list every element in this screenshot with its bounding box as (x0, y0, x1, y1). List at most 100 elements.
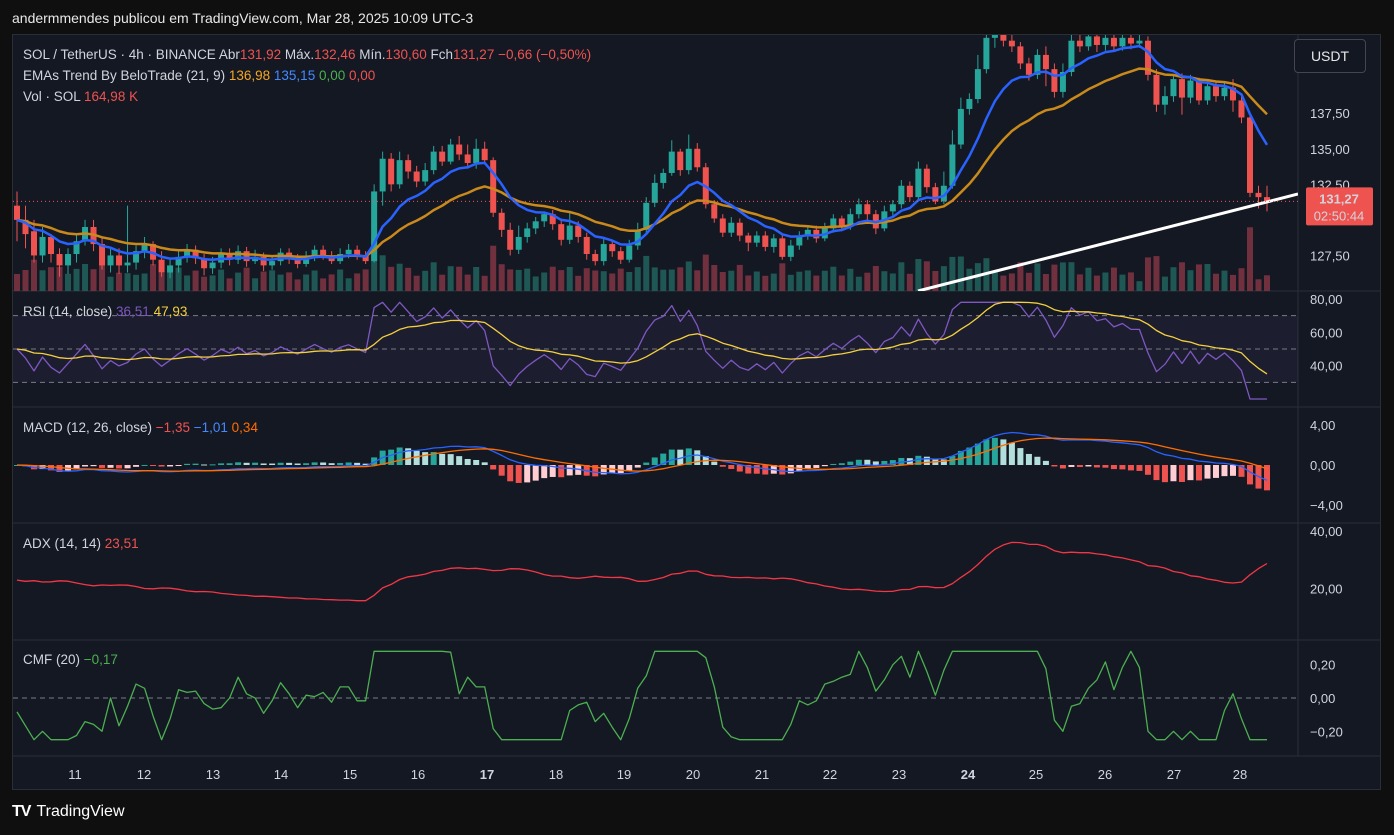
volume-bar (1153, 256, 1160, 291)
candle-body (1178, 79, 1185, 98)
volume-bar (328, 274, 335, 291)
candle-body (65, 254, 72, 266)
candle-body (124, 262, 131, 266)
candle-body (677, 151, 684, 171)
volume-bar (286, 272, 293, 291)
volume-bar (498, 264, 505, 291)
candle-body (864, 204, 871, 215)
x-tick-label: 12 (137, 767, 151, 782)
chart-canvas[interactable]: 127,50132,50135,00137,50131,2702:50:44SO… (13, 35, 1380, 789)
volume-bar (447, 266, 454, 291)
volume-bar (311, 270, 318, 291)
candle-body (175, 256, 182, 266)
macd-histogram-bar (345, 462, 352, 465)
macd-histogram-bar (575, 465, 582, 475)
candle-body (362, 255, 369, 262)
macd-histogram-bar (184, 463, 191, 465)
volume-bar (422, 270, 429, 291)
candle-body (396, 160, 403, 185)
candle-body (745, 235, 752, 243)
macd-histogram-bar (1059, 465, 1066, 469)
price-badge-value: 131,27 (1319, 191, 1359, 206)
volume-bar (1076, 274, 1083, 291)
ema-21-line (16, 67, 1268, 259)
macd-histogram-bar (600, 465, 607, 475)
macd-histogram-bar (889, 460, 896, 465)
macd-histogram-bar (507, 465, 514, 482)
candle-body (694, 148, 701, 168)
volume-bar (99, 262, 106, 291)
candle-body (1034, 54, 1041, 75)
candle-body (498, 212, 505, 230)
volume-bar (609, 273, 616, 291)
candle-body (770, 238, 777, 247)
candle-body (354, 249, 361, 256)
volume-bar (634, 267, 641, 291)
volume-bar (719, 272, 726, 291)
volume-bar (906, 273, 913, 291)
candle-body (116, 255, 123, 266)
candle-body (660, 172, 667, 183)
macd-histogram-bar (396, 447, 403, 465)
candle-body (779, 238, 786, 257)
candle-body (303, 256, 310, 264)
volume-bar (1068, 262, 1075, 291)
volume-bar (1000, 275, 1007, 291)
macd-histogram-bar (1119, 465, 1126, 470)
candle-body (1025, 63, 1032, 75)
candle-body (1170, 79, 1177, 97)
macd-histogram-bar (626, 465, 633, 471)
x-tick-label: 14 (274, 767, 288, 782)
candle-body (1042, 54, 1049, 70)
volume-bar (439, 274, 446, 291)
macd-histogram-bar (940, 459, 947, 465)
candle-body (813, 229, 820, 239)
candle-body (762, 235, 769, 247)
macd-histogram-bar (736, 465, 743, 472)
volume-bar (252, 278, 259, 291)
candle-body (966, 99, 973, 109)
macd-signal-line (16, 437, 1268, 472)
macd-histogram-bar (1178, 465, 1185, 482)
volume-bar (90, 269, 97, 291)
macd-histogram-bar (541, 465, 548, 479)
macd-histogram-bar (1161, 465, 1168, 483)
macd-histogram-bar (566, 465, 573, 476)
volume-bar (192, 270, 199, 291)
macd-histogram-bar (235, 462, 242, 465)
price-tick-label: 137,50 (1310, 106, 1350, 121)
volume-bar (1246, 227, 1253, 291)
price-tick-label: 127,50 (1310, 248, 1350, 263)
macd-histogram-bar (1204, 465, 1211, 479)
volume-bar (235, 272, 242, 291)
volume-bar (405, 267, 412, 291)
volume-bar (660, 269, 667, 291)
volume-bar (779, 263, 786, 291)
candle-body (1000, 35, 1007, 41)
macd-histogram-bar (328, 463, 335, 465)
macd-histogram-bar (243, 462, 250, 465)
macd-histogram-bar (286, 462, 293, 465)
currency-button[interactable]: USDT (1294, 39, 1366, 73)
candle-body (1246, 117, 1253, 193)
volume-bar (48, 267, 55, 291)
volume-bar (796, 271, 803, 291)
volume-bar (915, 259, 922, 291)
volume-bar (175, 267, 182, 291)
macd-histogram-bar (881, 460, 888, 465)
candle-body (201, 258, 208, 269)
volume-bar (1204, 264, 1211, 291)
candle-body (320, 249, 327, 256)
macd-histogram-bar (651, 457, 658, 465)
macd-histogram-bar (473, 459, 480, 465)
volume-bar (303, 274, 310, 291)
candle-body (14, 205, 20, 220)
candle-body (575, 225, 582, 237)
volume-bar (1221, 270, 1228, 291)
macd-histogram-bar (1076, 465, 1083, 468)
macd-histogram-bar (592, 465, 599, 477)
volume-bar (158, 272, 165, 291)
volume-bar (141, 273, 148, 291)
volume-bar (889, 273, 896, 291)
volume-bar (354, 273, 361, 291)
